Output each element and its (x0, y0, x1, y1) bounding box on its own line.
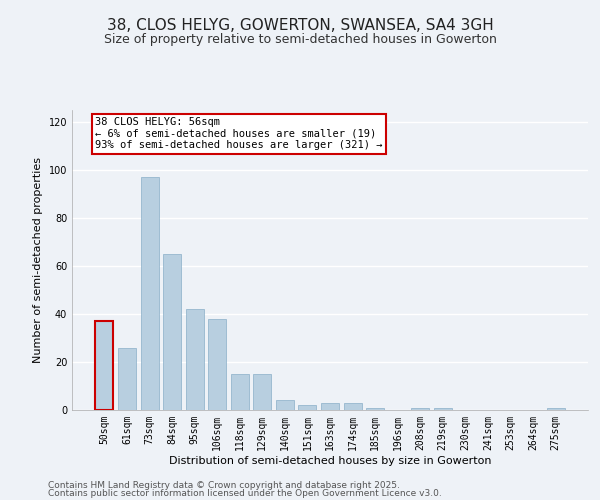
Bar (95, 321, 113, 410)
Bar (208, 319, 226, 410)
Text: 38 CLOS HELYG: 56sqm
← 6% of semi-detached houses are smaller (19)
93% of semi-d: 38 CLOS HELYG: 56sqm ← 6% of semi-detach… (95, 117, 383, 150)
Text: Contains HM Land Registry data © Crown copyright and database right 2025.: Contains HM Land Registry data © Crown c… (48, 480, 400, 490)
Bar (411, 408, 429, 410)
Bar (253, 374, 271, 410)
Text: 38, CLOS HELYG, GOWERTON, SWANSEA, SA4 3GH: 38, CLOS HELYG, GOWERTON, SWANSEA, SA4 3… (107, 18, 493, 32)
Bar (185, 309, 204, 410)
Bar (140, 177, 158, 410)
Bar (434, 408, 452, 410)
Text: Contains public sector information licensed under the Open Government Licence v3: Contains public sector information licen… (48, 489, 442, 498)
Text: Size of property relative to semi-detached houses in Gowerton: Size of property relative to semi-detach… (104, 32, 496, 46)
Bar (118, 348, 136, 410)
Y-axis label: Number of semi-detached properties: Number of semi-detached properties (33, 157, 43, 363)
Bar (298, 405, 316, 410)
Bar (366, 408, 384, 410)
Bar (547, 408, 565, 410)
Bar (344, 403, 362, 410)
Bar (321, 403, 339, 410)
Bar (163, 254, 181, 410)
Bar (276, 400, 294, 410)
Bar (231, 374, 249, 410)
X-axis label: Distribution of semi-detached houses by size in Gowerton: Distribution of semi-detached houses by … (169, 456, 491, 466)
